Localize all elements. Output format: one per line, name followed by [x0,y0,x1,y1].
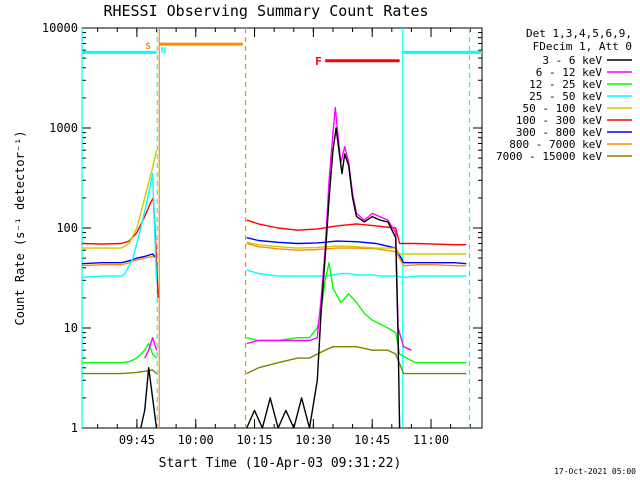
y-axis-label: Count Rate (s⁻¹ detector⁻¹) [13,130,27,325]
series-line-50-100-kev [82,150,467,255]
y-tick-label: 1000 [49,121,78,135]
series-line-7000-15000-kev [82,346,467,375]
annotation-n: N [161,46,166,56]
series-line-800-7000-kev [81,242,467,267]
x-tick-label: 10:00 [178,433,214,447]
x-tick-label: 10:15 [236,433,272,447]
legend-label: 7000 - 15000 keV [496,150,602,163]
x-tick-label: 09:45 [119,433,155,447]
y-tick-label: 1 [71,421,78,435]
legend-header-line2: FDecim 1, Att 0 [533,40,632,53]
x-tick-label: 10:30 [295,433,331,447]
legend: Det 1,3,4,5,6,9, FDecim 1, Att 0 3 - 6 k… [496,27,632,163]
y-tick-label: 10 [64,321,78,335]
series-line-25-50-kev [81,172,467,281]
series-line-6-12-kev [144,106,412,359]
footer-date: 17-Oct-2021 05:00 [554,467,636,476]
y-tick-label: 10000 [42,21,78,35]
x-tick-label: 11:00 [413,433,449,447]
legend-label: 100 - 300 keV [516,114,602,127]
x-tick-label: 10:45 [354,433,390,447]
chart-title: RHESSI Observing Summary Count Rates [103,2,428,20]
annotation-s: S [145,42,150,52]
series-line-3-6-kev [140,127,401,429]
legend-label: 800 - 7000 keV [509,138,602,151]
legend-label: 25 - 50 keV [529,90,602,103]
legend-label: 300 - 800 keV [516,126,602,139]
legend-label: 3 - 6 keV [542,54,602,67]
annotation-f: F [315,55,322,68]
y-tick-label: 100 [56,221,78,235]
x-axis-label: Start Time (10-Apr-03 09:31:22) [159,456,402,471]
legend-label: 12 - 25 keV [529,78,602,91]
legend-label: 6 - 12 keV [536,66,603,79]
legend-label: 50 - 100 keV [523,102,603,115]
series-line-12-25-kev [82,262,467,364]
legend-header-line1: Det 1,3,4,5,6,9, [526,27,632,40]
